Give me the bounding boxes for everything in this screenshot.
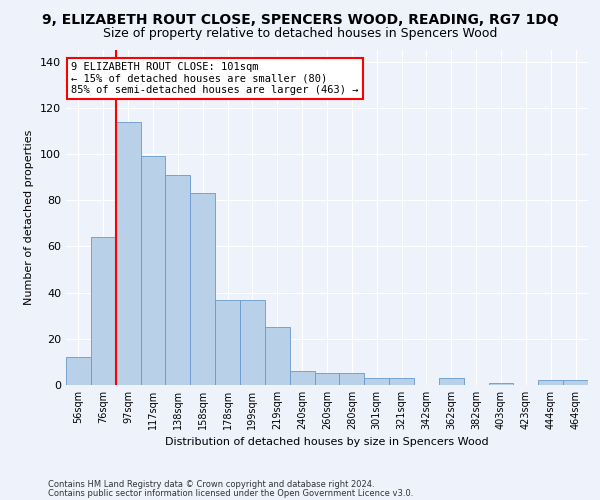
Bar (488, 382, 514, 385)
Text: Contains HM Land Registry data © Crown copyright and database right 2024.: Contains HM Land Registry data © Crown c… (48, 480, 374, 489)
Text: 9 ELIZABETH ROUT CLOSE: 101sqm
← 15% of detached houses are smaller (80)
85% of : 9 ELIZABETH ROUT CLOSE: 101sqm ← 15% of … (71, 62, 359, 95)
Bar (314, 374, 340, 385)
Bar (563, 380, 588, 385)
Text: Contains public sector information licensed under the Open Government Licence v3: Contains public sector information licen… (48, 489, 413, 498)
Bar (290, 371, 314, 385)
Bar (166, 175, 190, 385)
Bar (389, 378, 414, 385)
Bar (66, 358, 91, 385)
Bar (116, 122, 140, 385)
Bar (215, 300, 240, 385)
Bar (91, 237, 116, 385)
Bar (439, 378, 464, 385)
Y-axis label: Number of detached properties: Number of detached properties (25, 130, 34, 305)
Bar (340, 374, 364, 385)
Bar (240, 300, 265, 385)
Bar (265, 327, 290, 385)
Bar (190, 193, 215, 385)
Text: Size of property relative to detached houses in Spencers Wood: Size of property relative to detached ho… (103, 28, 497, 40)
Text: 9, ELIZABETH ROUT CLOSE, SPENCERS WOOD, READING, RG7 1DQ: 9, ELIZABETH ROUT CLOSE, SPENCERS WOOD, … (41, 12, 559, 26)
Bar (538, 380, 563, 385)
Bar (140, 156, 166, 385)
X-axis label: Distribution of detached houses by size in Spencers Wood: Distribution of detached houses by size … (165, 438, 489, 448)
Bar (364, 378, 389, 385)
